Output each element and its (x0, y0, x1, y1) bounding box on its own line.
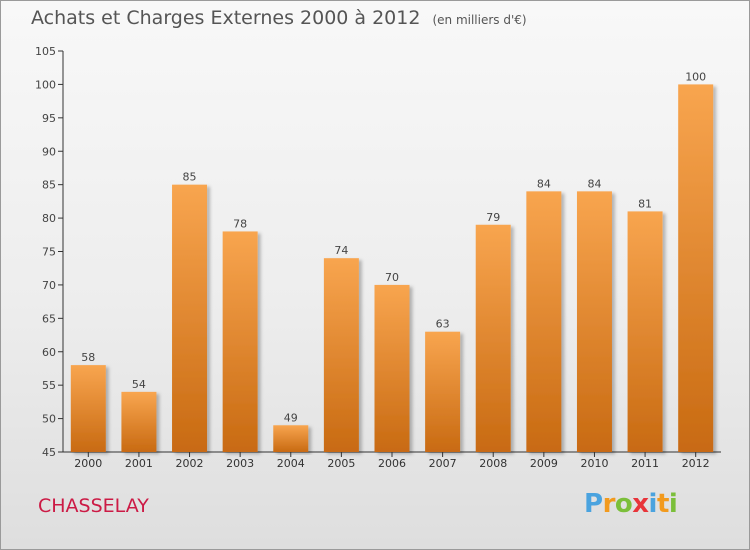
bar (323, 258, 359, 452)
x-tick-label: 2011 (631, 457, 659, 470)
y-tick-label: 65 (42, 312, 56, 325)
x-tick-label: 2008 (479, 457, 507, 470)
y-tick-label: 100 (35, 78, 56, 91)
bar (475, 224, 511, 452)
data-label: 70 (385, 271, 399, 284)
y-tick-label: 70 (42, 279, 56, 292)
y-tick-label: 90 (42, 145, 56, 158)
bar (576, 191, 612, 452)
y-tick-label: 50 (42, 413, 56, 426)
x-tick-label: 2010 (580, 457, 608, 470)
x-tick-label: 2001 (125, 457, 153, 470)
data-label: 49 (284, 411, 298, 424)
y-tick-label: 75 (42, 246, 56, 259)
logo-letter: x (632, 489, 649, 519)
data-label: 74 (334, 244, 348, 257)
data-label: 58 (81, 351, 95, 364)
commune-name: CHASSELAY (38, 495, 149, 517)
logo-letter: i (648, 489, 658, 519)
x-tick-label: 2004 (277, 457, 305, 470)
x-tick-label: 2002 (176, 457, 204, 470)
logo-letter: P (584, 489, 603, 519)
logo-letter: r (602, 489, 616, 519)
y-tick-label: 80 (42, 212, 56, 225)
y-tick-label: 95 (42, 112, 56, 125)
x-tick-label: 2012 (682, 457, 710, 470)
x-tick-label: 2006 (378, 457, 406, 470)
y-tick-label: 55 (42, 379, 56, 392)
data-label: 81 (638, 197, 652, 210)
x-tick-label: 2009 (530, 457, 558, 470)
bar (273, 425, 309, 452)
x-tick-label: 2000 (74, 457, 102, 470)
bar (172, 184, 208, 452)
bar (678, 84, 714, 453)
data-label: 79 (486, 211, 500, 224)
data-label: 63 (436, 318, 450, 331)
data-label: 84 (537, 177, 551, 190)
logo-letter: o (614, 489, 633, 519)
y-tick-label: 85 (42, 179, 56, 192)
y-tick-label: 105 (35, 45, 56, 58)
data-label: 85 (183, 171, 197, 184)
y-tick-label: 45 (42, 446, 56, 459)
logo-letter: t (656, 489, 669, 519)
chart-title: Achats et Charges Externes 2000 à 2012 (e… (31, 7, 527, 29)
proxiti-logo: Proxiti (584, 489, 678, 519)
data-label: 84 (587, 177, 601, 190)
bar (374, 284, 410, 452)
data-label: 54 (132, 378, 146, 391)
bar (222, 231, 258, 452)
x-tick-label: 2007 (429, 457, 457, 470)
data-label: 100 (685, 70, 706, 83)
bar (70, 365, 106, 452)
bar (425, 331, 461, 452)
bar (121, 391, 157, 452)
logo-letter: i (668, 489, 678, 519)
y-tick-label: 60 (42, 346, 56, 359)
unit-note: (en milliers d'€) (432, 13, 527, 27)
title-text: Achats et Charges Externes 2000 à 2012 (31, 7, 421, 29)
bar (526, 191, 562, 452)
x-tick-label: 2005 (327, 457, 355, 470)
x-tick-label: 2003 (226, 457, 254, 470)
data-label: 78 (233, 217, 247, 230)
bar (627, 211, 663, 452)
